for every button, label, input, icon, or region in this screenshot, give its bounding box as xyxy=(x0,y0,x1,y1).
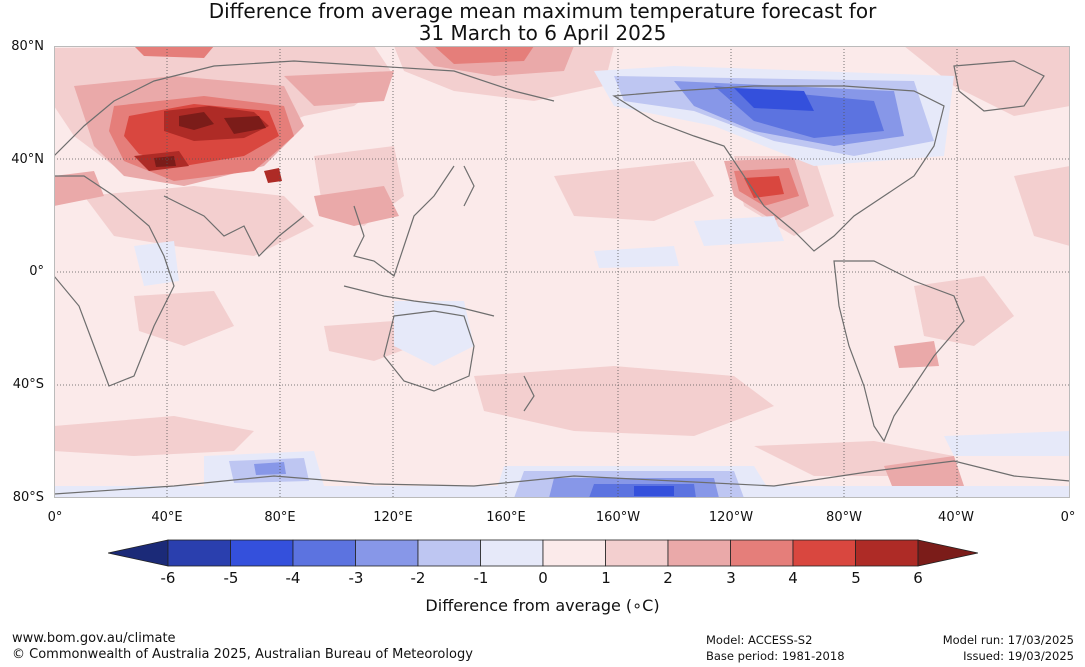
footer-model: Model: ACCESS-S2 xyxy=(706,633,813,647)
lon-label-0-left: 0° xyxy=(47,510,63,525)
lat-label-0: 0° xyxy=(29,264,44,279)
colorbar xyxy=(107,538,979,572)
colorbar-swatch xyxy=(792,539,856,567)
lat-label-40s: 40°S xyxy=(12,377,44,392)
colorbar-swatch xyxy=(667,539,731,567)
lat-label-80n: 80°N xyxy=(11,39,44,54)
lat-label-40n: 40°N xyxy=(11,152,44,167)
lon-label-80w: 80°W xyxy=(826,510,862,525)
title-line-1: Difference from average mean maximum tem… xyxy=(208,0,877,23)
colorbar-tick: 5 xyxy=(851,569,861,587)
footer-base-period: Base period: 1981-2018 xyxy=(706,649,845,663)
anomaly-band-minus5-minus4 xyxy=(634,88,814,496)
coastlines xyxy=(54,60,1070,495)
anomaly-map-canvas xyxy=(54,46,1070,498)
colorbar-swatch xyxy=(292,539,356,567)
colorbar-label: Difference from average (∘C) xyxy=(425,596,660,615)
colorbar-tick: 3 xyxy=(726,569,736,587)
colorbar-swatch xyxy=(230,539,294,567)
lon-label-160w: 160°W xyxy=(595,510,641,525)
colorbar-tick: -3 xyxy=(348,569,364,587)
footer-copyright: © Commonwealth of Australia 2025, Austra… xyxy=(12,647,473,662)
lon-label-120w: 120°W xyxy=(708,510,754,525)
colorbar-swatch xyxy=(605,539,669,567)
colorbar-tick: -6 xyxy=(160,569,176,587)
anomaly-map xyxy=(54,46,1070,498)
colorbar-swatch xyxy=(855,539,919,567)
colorbar-tick: -4 xyxy=(285,569,301,587)
title-line-2: 31 March to 6 April 2025 xyxy=(418,21,667,45)
lon-label-40e: 40°E xyxy=(151,510,183,525)
lon-label-80e: 80°E xyxy=(264,510,296,525)
colorbar-swatch xyxy=(480,539,544,567)
map-title: Difference from average mean maximum tem… xyxy=(0,0,1085,44)
colorbar-swatch xyxy=(417,539,481,567)
anomaly-band-gt-6 xyxy=(154,112,266,167)
colorbar-canvas xyxy=(107,539,979,567)
colorbar-swatch xyxy=(355,539,419,567)
lon-label-160e: 160°E xyxy=(486,510,526,525)
footer-website[interactable]: www.bom.gov.au/climate xyxy=(12,631,176,646)
colorbar-tick: 1 xyxy=(601,569,611,587)
colorbar-swatch-gt-6 xyxy=(917,539,979,567)
lon-label-0-right: 0° xyxy=(1060,510,1076,525)
footer-issued: Issued: 19/03/2025 xyxy=(963,649,1074,663)
colorbar-swatch xyxy=(167,539,231,567)
colorbar-tick: 0 xyxy=(538,569,548,587)
lon-label-120e: 120°E xyxy=(373,510,413,525)
colorbar-swatch-lt-minus6 xyxy=(107,539,169,567)
colorbar-tick: 6 xyxy=(913,569,923,587)
footer-model-run: Model run: 17/03/2025 xyxy=(942,633,1074,647)
map-frame xyxy=(54,46,1070,498)
colorbar-swatch xyxy=(542,539,606,567)
lat-label-80s: 80°S xyxy=(12,490,44,505)
colorbar-tick: -5 xyxy=(223,569,239,587)
colorbar-swatch xyxy=(730,539,794,567)
lon-label-40w: 40°W xyxy=(938,510,974,525)
colorbar-tick: 2 xyxy=(663,569,673,587)
colorbar-tick: 4 xyxy=(788,569,798,587)
colorbar-tick: -1 xyxy=(473,569,489,587)
graticule xyxy=(54,46,1070,498)
colorbar-tick: -2 xyxy=(410,569,426,587)
